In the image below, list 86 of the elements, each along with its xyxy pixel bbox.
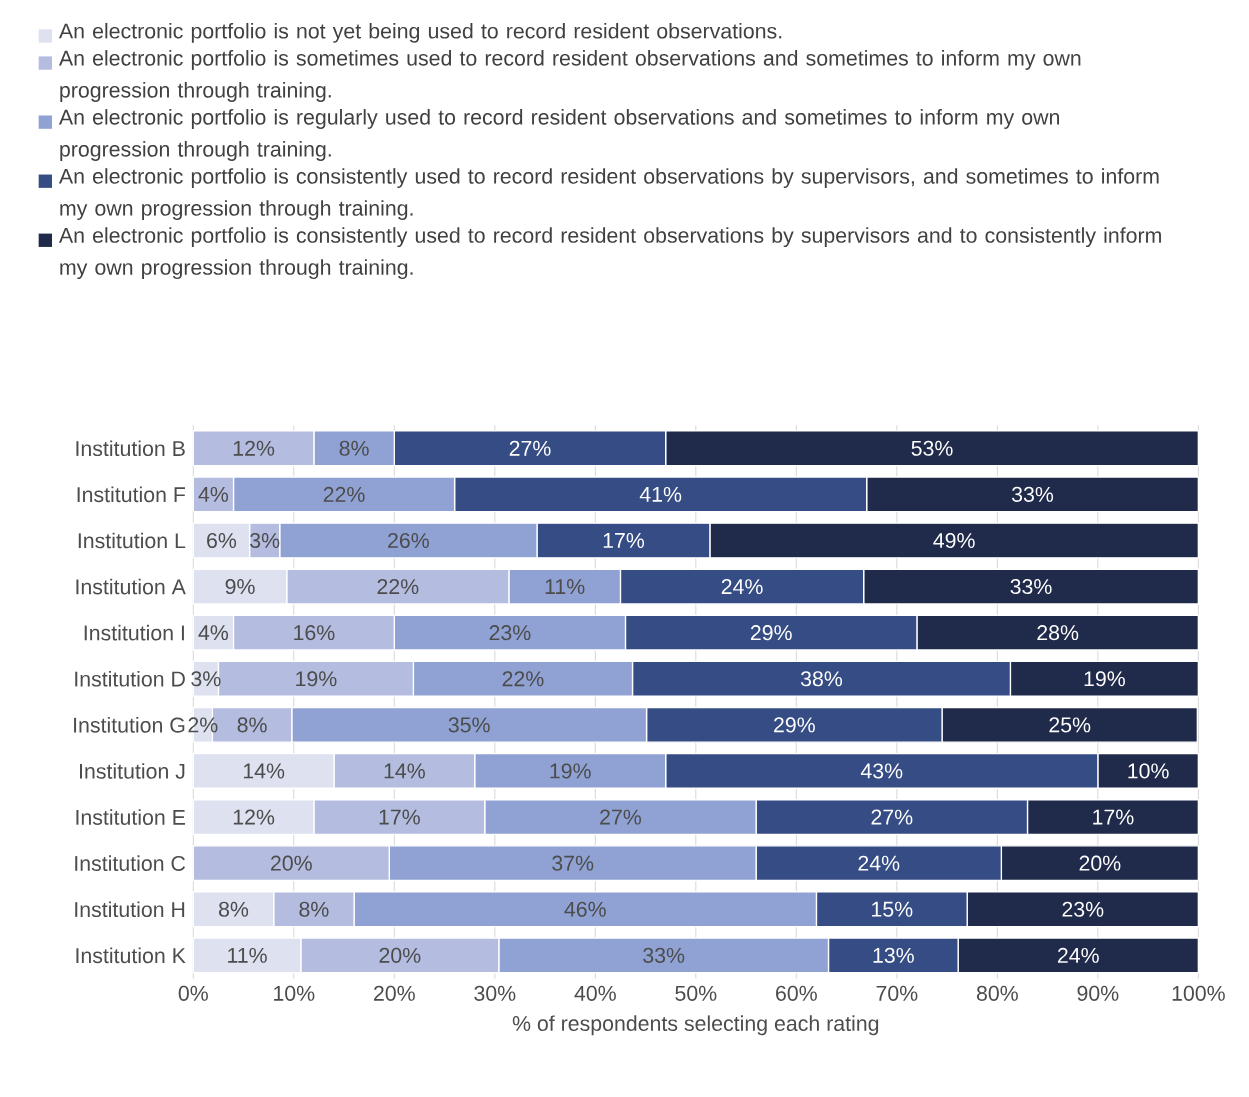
data-label: 17%: [603, 532, 645, 548]
data-label: 12%: [233, 440, 275, 456]
y-tick-label: Institution L: [78, 532, 186, 549]
data-label: 9%: [225, 579, 255, 595]
x-tick-label: 90%: [1077, 985, 1119, 1001]
y-tick-label: Institution G: [74, 717, 185, 733]
data-label: 3%: [191, 671, 221, 687]
data-label: 41%: [639, 486, 682, 502]
data-label: 8%: [299, 901, 329, 917]
y-tick-label: Institution D: [75, 670, 185, 687]
data-label: 19%: [1084, 671, 1125, 687]
x-tick-label: 50%: [675, 985, 717, 1001]
data-label: 19%: [296, 671, 337, 687]
y-tick-label: Institution B: [76, 440, 185, 457]
y-tick-label: Institution I: [84, 624, 184, 641]
data-label: 37%: [552, 855, 594, 871]
data-label: 4%: [198, 486, 229, 502]
data-label: 29%: [750, 625, 792, 641]
data-label: 27%: [509, 440, 551, 456]
data-label: 3%: [250, 532, 280, 548]
y-tick-label: Institution E: [76, 809, 185, 825]
data-label: 10%: [1128, 763, 1169, 779]
data-label: 11%: [228, 947, 267, 963]
y-tick-label: Institution C: [75, 855, 186, 871]
legend-label: An electronic portfolio is not yet being used to record resident observations.: [58, 22, 782, 43]
data-label: 17%: [379, 809, 420, 825]
data-label: 16%: [294, 625, 335, 641]
data-label: 8%: [219, 901, 249, 917]
data-label: 24%: [1057, 947, 1099, 963]
x-tick-label: 40%: [574, 985, 616, 1001]
data-label: 20%: [1079, 855, 1121, 871]
x-tick-label: 10%: [274, 985, 315, 1001]
data-label: 14%: [384, 763, 425, 779]
x-tick-label: 80%: [976, 985, 1018, 1001]
x-tick-label: 60%: [776, 985, 817, 1001]
data-label: 26%: [388, 532, 429, 548]
data-label: 4%: [198, 625, 229, 641]
data-label: 11%: [545, 579, 585, 594]
x-tick-label: 70%: [876, 985, 918, 1001]
data-label: 49%: [933, 532, 975, 548]
data-label: 2%: [188, 717, 218, 733]
data-label: 20%: [379, 947, 421, 963]
y-tick-label: Institution A: [76, 578, 186, 595]
data-label: 22%: [323, 486, 365, 502]
data-label: 23%: [489, 625, 531, 641]
data-label: 23%: [1062, 901, 1104, 917]
x-tick-label: 30%: [474, 985, 516, 1001]
data-label: 33%: [1010, 579, 1052, 595]
data-label: 15%: [872, 901, 913, 917]
data-label: 17%: [1093, 809, 1134, 825]
data-label: 28%: [1037, 625, 1079, 641]
data-label: 46%: [564, 901, 606, 917]
data-label: 24%: [858, 855, 900, 871]
y-tick-label: Institution H: [75, 901, 185, 918]
legend-label: An electronic portfolio is consistently used to record resident observations by supervisors, and sometimes to inform my own progression through training.: [58, 168, 1159, 220]
data-label: 20%: [271, 855, 312, 871]
data-label: 35%: [448, 717, 490, 733]
data-label: 27%: [600, 809, 642, 825]
data-label: 25%: [1049, 717, 1091, 733]
data-label: 12%: [233, 809, 275, 825]
data-label: 22%: [502, 671, 544, 687]
data-label: 8%: [339, 440, 369, 456]
data-label: 33%: [1011, 486, 1054, 502]
data-label: 6%: [207, 532, 237, 548]
legend-label: An electronic portfolio is regularly used to record resident observations and sometimes to inform my own progression through training.: [58, 109, 1060, 161]
x-tick-label: 100%: [1172, 985, 1225, 1001]
x-tick-label: 0%: [178, 985, 208, 1001]
data-label: 29%: [774, 717, 815, 733]
data-label: 27%: [871, 809, 913, 825]
data-label: 53%: [911, 440, 953, 456]
data-label: 38%: [800, 671, 843, 687]
legend-label: An electronic portfolio is sometimes used to record resident observations and sometimes to inform my own progression through training.: [58, 49, 1081, 102]
data-label: 14%: [243, 763, 285, 779]
y-tick-label: Institution F: [77, 486, 186, 503]
x-tick-label: 20%: [374, 985, 415, 1001]
data-label: 13%: [873, 947, 914, 963]
data-label: 19%: [550, 763, 591, 779]
y-tick-label: Institution K: [76, 947, 186, 964]
y-tick-label: Institution J: [80, 763, 185, 779]
data-label: 8%: [237, 717, 267, 733]
data-label: 24%: [721, 579, 763, 595]
x-axis-title: % of respondents selecting each rating: [512, 1015, 879, 1036]
data-label: 33%: [643, 947, 685, 963]
legend-label: An electronic portfolio is consistently used to record resident observations by supervisors and to consistently inform my own progression through training.: [58, 227, 1161, 280]
data-label: 22%: [377, 579, 419, 595]
data-label: 43%: [860, 763, 903, 779]
